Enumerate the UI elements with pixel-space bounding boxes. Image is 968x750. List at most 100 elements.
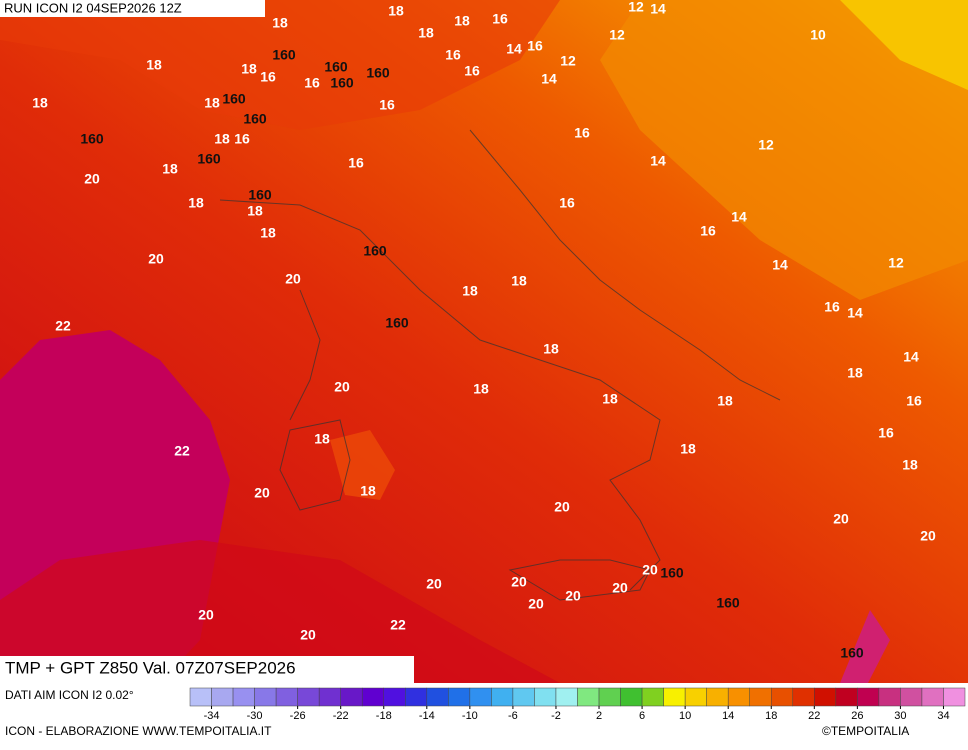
colorbar-tick-label: -2 bbox=[551, 710, 561, 722]
colorbar-swatch bbox=[232, 687, 255, 707]
colorbar-tick-label: -18 bbox=[376, 710, 392, 722]
colorbar-swatch bbox=[275, 687, 298, 707]
contour-label: 18 bbox=[32, 95, 48, 111]
colorbar-swatch bbox=[684, 687, 707, 707]
contour-label: 18 bbox=[314, 431, 330, 447]
contour-label: 18 bbox=[602, 391, 618, 407]
colorbar-swatch bbox=[469, 687, 492, 707]
contour-label: 12 bbox=[609, 27, 625, 43]
contour-label: 16 bbox=[348, 155, 364, 171]
contour-label: 14 bbox=[650, 1, 666, 17]
contour-label: 18 bbox=[360, 483, 376, 499]
contour-label: 160 bbox=[363, 243, 387, 259]
contour-label: 20 bbox=[285, 271, 301, 287]
colorbar-swatch bbox=[405, 687, 428, 707]
contour-label: 20 bbox=[612, 580, 628, 596]
contour-label: 160 bbox=[243, 111, 267, 127]
colorbar-swatch bbox=[512, 687, 535, 707]
colorbar-swatch bbox=[254, 687, 277, 707]
contour-label: 22 bbox=[0, 0, 8, 7]
copyright-label: ©TEMPOITALIA bbox=[822, 724, 909, 738]
contour-label: 16 bbox=[574, 125, 590, 141]
contour-label: 16 bbox=[824, 299, 840, 315]
contour-label: 160 bbox=[222, 91, 246, 107]
colorbar-swatch bbox=[448, 687, 471, 707]
contour-label: 16 bbox=[234, 131, 250, 147]
contour-label: 18 bbox=[473, 381, 489, 397]
colorbar-tick-label: 34 bbox=[937, 710, 949, 722]
contour-label: 160 bbox=[330, 75, 354, 91]
contour-label: 14 bbox=[541, 71, 557, 87]
colorbar-tick-label: -22 bbox=[333, 710, 349, 722]
colorbar-swatch bbox=[426, 687, 449, 707]
contour-label: 14 bbox=[506, 41, 522, 57]
contour-label: 16 bbox=[700, 223, 716, 239]
contour-label: 160 bbox=[324, 59, 348, 75]
contour-label: 160 bbox=[272, 47, 296, 63]
contour-label: 18 bbox=[247, 203, 263, 219]
map-title: TMP + GPT Z850 Val. 07Z07SEP2026 bbox=[5, 658, 296, 677]
colorbar-swatch bbox=[620, 687, 643, 707]
colorbar-swatch bbox=[340, 687, 363, 707]
contour-label: 18 bbox=[214, 131, 230, 147]
contour-label: 22 bbox=[390, 617, 406, 633]
contour-label: 20 bbox=[920, 528, 936, 544]
contour-label: 14 bbox=[772, 257, 788, 273]
colorbar-tick-label: -6 bbox=[508, 710, 518, 722]
contour-label: 12 bbox=[888, 255, 904, 271]
contour-label: 16 bbox=[878, 425, 894, 441]
contour-label: 16 bbox=[527, 38, 543, 54]
map-field bbox=[0, 0, 968, 683]
colorbar-swatch bbox=[641, 687, 664, 707]
colorbar: -34 -30 -26 -22 -18 -14 -10 -6 -2 2 6 10 14 18 22 26 30 3… bbox=[189, 687, 966, 722]
header-box bbox=[0, 0, 265, 17]
contour-label: 20 bbox=[565, 588, 581, 604]
contour-label: 20 bbox=[554, 499, 570, 515]
contour-label: 20 bbox=[642, 562, 658, 578]
colorbar-swatch bbox=[900, 687, 923, 707]
colorbar-swatch bbox=[383, 687, 406, 707]
contour-label: 12 bbox=[560, 53, 576, 69]
run-label: RUN ICON I2 04SEP2026 12Z bbox=[4, 0, 182, 15]
contour-label: 160 bbox=[385, 315, 409, 331]
contour-label: 18 bbox=[204, 95, 220, 111]
colorbar-tick-label: -10 bbox=[462, 710, 478, 722]
contour-label: 14 bbox=[731, 209, 747, 225]
contour-label: 12 bbox=[628, 0, 644, 15]
contour-label: 18 bbox=[241, 61, 257, 77]
colorbar-tick-label: 2 bbox=[596, 710, 602, 722]
colorbar-swatch bbox=[491, 687, 514, 707]
colorbar-swatch bbox=[297, 687, 320, 707]
colorbar-swatch bbox=[943, 687, 966, 707]
colorbar-tick-label: -34 bbox=[204, 710, 220, 722]
colorbar-swatch bbox=[814, 687, 837, 707]
colorbar-swatch bbox=[211, 687, 234, 707]
contour-label: 10 bbox=[810, 27, 826, 43]
contour-label: 18 bbox=[146, 57, 162, 73]
contour-label: 16 bbox=[260, 69, 276, 85]
contour-label: 20 bbox=[833, 511, 849, 527]
contour-label: 16 bbox=[559, 195, 575, 211]
colorbar-tick-label: 10 bbox=[679, 710, 691, 722]
colorbar-tick-label: 30 bbox=[894, 710, 906, 722]
source-label: DATI AIM ICON I2 0.02° bbox=[5, 688, 134, 702]
contour-label: 16 bbox=[379, 97, 395, 113]
contour-label: 18 bbox=[272, 15, 288, 31]
colorbar-tick-label: 6 bbox=[639, 710, 645, 722]
contour-label: 14 bbox=[650, 153, 666, 169]
credit-label: ICON - ELABORAZIONE WWW.TEMPOITALIA.IT bbox=[5, 724, 272, 738]
colorbar-tick-label: 26 bbox=[851, 710, 863, 722]
contour-label: 18 bbox=[188, 195, 204, 211]
contour-label: 20 bbox=[426, 576, 442, 592]
contour-label: 16 bbox=[906, 393, 922, 409]
contour-label: 14 bbox=[847, 305, 863, 321]
colorbar-swatch bbox=[555, 687, 578, 707]
contour-label: 18 bbox=[418, 25, 434, 41]
contour-label: 20 bbox=[254, 485, 270, 501]
contour-label: 18 bbox=[847, 365, 863, 381]
contour-label: 22 bbox=[55, 318, 71, 334]
colorbar-swatch bbox=[771, 687, 794, 707]
contour-label: 18 bbox=[717, 393, 733, 409]
